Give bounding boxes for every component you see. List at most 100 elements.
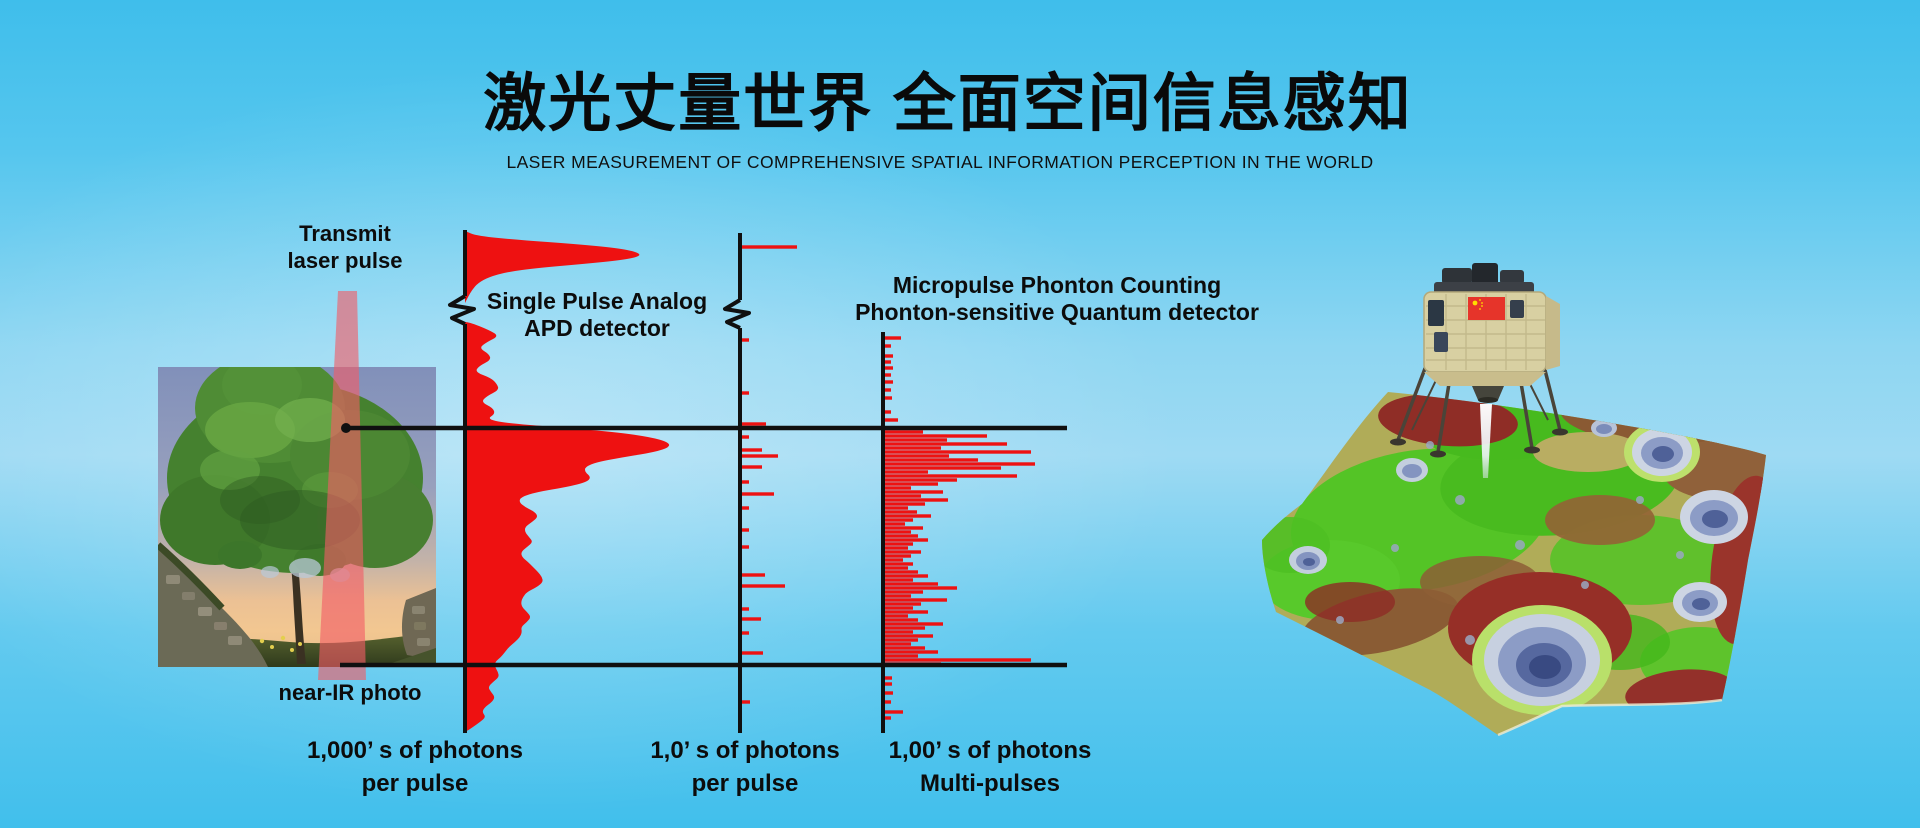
photon-counting-multi-pulse-bar: [883, 570, 918, 574]
axis3-caption-line2: Multi-pulses: [920, 770, 1060, 797]
photon-counting-multi-pulse-bar: [883, 466, 1001, 470]
photon-counting-multi-pulse-bar: [883, 622, 943, 626]
photon-counting-multi-pulse-bar: [883, 578, 913, 582]
photon-counting-multi-pulse-bar: [883, 498, 948, 502]
photon-counting-single-pulse-bar: [740, 700, 750, 704]
photon-counting-multi-pulse-bar: [883, 650, 938, 654]
photon-counting-single-pulse-bar: [740, 584, 785, 588]
photon-counting-multi-pulse-bar: [883, 566, 908, 570]
photon-counting-multi-pulse-bar: [883, 336, 901, 340]
photon-counting-single-pulse-bar: [740, 391, 749, 395]
photon-counting-multi-pulse-bar: [883, 494, 921, 498]
photon-counting-multi-pulse-bar: [883, 522, 905, 526]
photon-counting-multi-pulse-bar: [883, 582, 938, 586]
photon-counting-multi-pulse-bar: [883, 691, 893, 695]
photon-counting-multi-pulse-bar: [883, 502, 925, 506]
photon-counting-multi-pulse-bar: [883, 446, 941, 450]
photon-counting-multi-pulse-bar: [883, 510, 917, 514]
photon-counting-multi-pulse-bar: [883, 526, 923, 530]
axis1-caption-line1: 1,000’ s of photons: [307, 737, 523, 764]
detector1-label-line2: APD detector: [524, 315, 670, 341]
crater-small: [1289, 419, 1748, 622]
photon-counting-multi-pulse-bar: [883, 396, 892, 400]
tree-photo: [158, 367, 436, 667]
photon-counting-multi-pulse-bar: [883, 716, 891, 720]
flowers: [259, 635, 302, 652]
photon-counting-multi-pulse-bar: [883, 586, 957, 590]
photon-counting-multi-pulse-bar: [883, 542, 913, 546]
single-pulse-analog-waveform-return: [465, 322, 670, 731]
photon-counting-single-pulse-bar: [740, 448, 762, 452]
axis2-caption-line2: per pulse: [692, 770, 799, 797]
photon-counting-multi-pulse-bar: [883, 594, 911, 598]
single-pulse-analog-waveform-transmit-pulse: [465, 231, 640, 303]
photon-counting-multi-pulse-bar: [883, 602, 921, 606]
photon-counting-multi-pulse-bar: [883, 610, 928, 614]
photon-counting-multi-pulse-bar: [883, 373, 891, 377]
photon-counting-multi-pulse-bar: [883, 642, 911, 646]
photon-counting-multi-pulse-bar: [883, 618, 918, 622]
photon-counting-multi-pulse-bar: [883, 710, 903, 714]
photon-counting-multi-pulse-bar: [883, 530, 911, 534]
photon-counting-single-pulse-bar: [740, 465, 762, 469]
photon-counting-multi-pulse-bar: [883, 366, 893, 370]
photon-counting-multi-pulse-bar: [883, 474, 1017, 478]
photon-counting-multi-pulse-bar: [883, 538, 928, 542]
page-subtitle: LASER MEASUREMENT OF COMPREHENSIVE SPATI…: [506, 152, 1374, 172]
photon-counting-single-pulse-bar: [740, 422, 766, 426]
photon-counting-single-pulse-bar: [740, 480, 749, 484]
photon-counting-multi-pulse-bar: [883, 470, 928, 474]
photon-counting-multi-pulse-bar: [883, 598, 947, 602]
photon-counting-multi-pulse-bar: [883, 634, 933, 638]
photon-counting-multi-pulse-bar: [883, 458, 978, 462]
photon-counting-single-pulse-bar: [740, 651, 763, 655]
photon-counting-multi-pulse-bar: [883, 388, 891, 392]
photon-counting-multi-pulse-bar: [883, 430, 923, 434]
photon-counting-multi-pulse-bar: [883, 550, 921, 554]
transmit-label-line1: Transmit: [299, 221, 391, 246]
photon-counting-multi-pulse-bar: [883, 506, 908, 510]
photon-counting-multi-pulse-bar: [883, 682, 892, 686]
photon-counting-multi-pulse-bar: [883, 558, 903, 562]
photon-counting-multi-pulse-bar: [883, 658, 1031, 662]
page-title: 激光丈量世界 全面空间信息感知: [483, 69, 1413, 139]
photon-counting-multi-pulse-bar: [883, 380, 893, 384]
photon-counting-multi-pulse-bar: [883, 518, 913, 522]
photon-counting-single-pulse-bar: [740, 573, 765, 577]
photon-counting-multi-pulse-bar: [883, 418, 898, 422]
lunar-lander-illustration: [1390, 263, 1568, 478]
photon-counting-multi-pulse-bar: [883, 438, 947, 442]
photon-counting-single-pulse-bar: [740, 245, 797, 249]
photon-counting-single-pulse-bar: [740, 528, 749, 532]
photon-counting-multi-pulse-bar: [883, 514, 931, 518]
photon-counting-single-pulse-bar: [740, 338, 749, 342]
axis1-caption-line2: per pulse: [362, 770, 469, 797]
photon-counting-multi-pulse-bar: [883, 700, 891, 704]
stone-wall-left: [158, 542, 268, 667]
photon-counting-multi-pulse-bar: [883, 574, 928, 578]
photon-counting-multi-pulse-bar: [883, 646, 925, 650]
photon-counting-multi-pulse-bar: [883, 626, 925, 630]
diagram-labels: Transmit laser pulse Single Pulse Analog…: [279, 221, 1259, 797]
detector1-label-line1: Single Pulse Analog: [487, 288, 707, 314]
photon-counting-single-pulse-bar: [740, 545, 749, 549]
photon-counting-multi-pulse-bar: [883, 486, 911, 490]
photon-counting-single-pulse-bar: [740, 631, 749, 635]
laser-beam-overlay: [318, 291, 366, 680]
photon-counting-multi-pulse-bar: [883, 360, 891, 364]
photon-counting-multi-pulse-bar: [883, 354, 893, 358]
photon-counting-multi-pulse-bar: [883, 606, 913, 610]
photon-counting-multi-pulse-bar: [883, 676, 892, 680]
crater-large: [1472, 605, 1612, 715]
detector2-label-line1: Micropulse Phonton Counting: [893, 272, 1221, 298]
axis3-caption-line1: 1,00’ s of photons: [889, 737, 1092, 764]
photon-counting-multi-pulse-bar: [883, 630, 913, 634]
photon-counting-single-pulse-bar: [740, 492, 774, 496]
photon-counting-multi-pulse-bar: [883, 654, 918, 658]
photon-counting-multi-pulse-bar: [883, 638, 918, 642]
transmit-label-line2: laser pulse: [288, 248, 403, 273]
photon-counting-multi-pulse-bar: [883, 454, 949, 458]
laser-altimeter-beam: [1480, 404, 1492, 478]
